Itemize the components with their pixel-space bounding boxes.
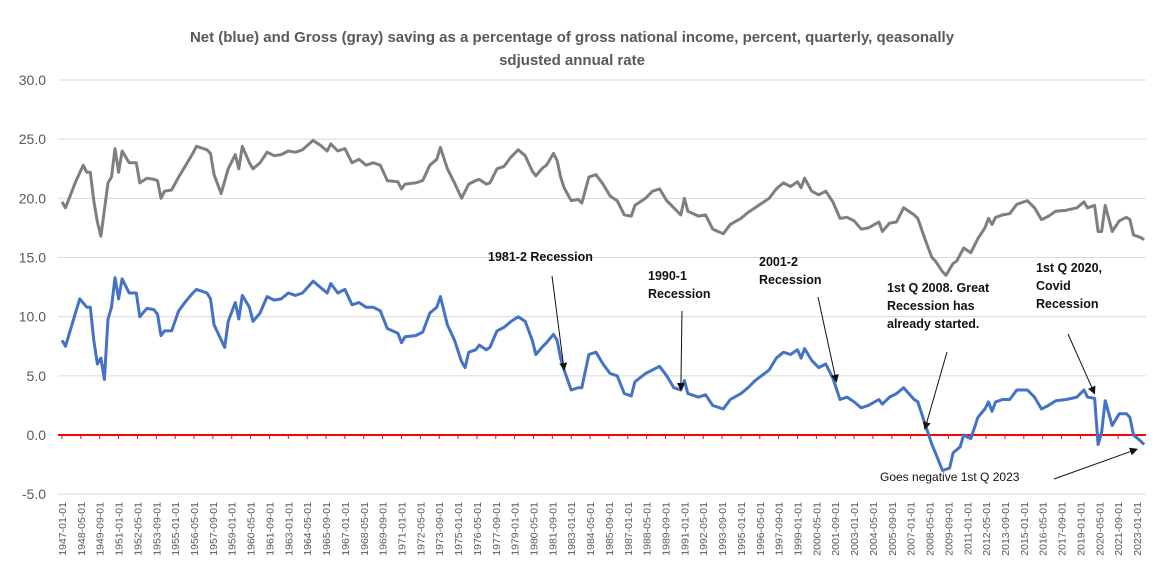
x-tick-label: 1955-01-01 xyxy=(170,502,182,556)
x-tick-label: 2007-01-01 xyxy=(906,502,918,556)
x-tick-label: 1953-09-01 xyxy=(151,502,163,556)
x-tick-label: 1973-09-01 xyxy=(434,502,446,556)
x-tick-label: 1963-01-01 xyxy=(283,502,295,556)
annotation-arrow xyxy=(817,296,839,383)
annotation-arrow xyxy=(922,351,948,431)
annotation-text: Covid xyxy=(1036,279,1071,293)
x-tick-label: 2019-01-01 xyxy=(1075,502,1087,556)
annotation-text: 2001-2 xyxy=(759,255,798,269)
x-tick-label: 1947-01-01 xyxy=(57,502,69,556)
y-tick-label: 20.0 xyxy=(19,190,46,206)
chart-title-line-2: sdjusted annual rate xyxy=(499,52,645,69)
x-tick-label: 1989-09-01 xyxy=(661,502,673,556)
x-tick-label: 1951-01-01 xyxy=(114,502,126,556)
x-tick-label: 1987-01-01 xyxy=(623,502,635,556)
x-tick-label: 1964-05-01 xyxy=(302,502,314,556)
x-tick-label: 2008-05-01 xyxy=(925,502,937,556)
x-tick-label: 1957-09-01 xyxy=(208,502,220,556)
annotation-text: 1st Q 2008. Great xyxy=(887,281,990,295)
annotation-arrow xyxy=(676,310,685,392)
y-tick-label: 25.0 xyxy=(19,131,46,147)
x-tick-label: 1977-09-01 xyxy=(491,502,503,556)
x-tick-label: 2001-09-01 xyxy=(830,502,842,556)
annotation-text: already started. xyxy=(887,317,979,331)
annotation-arrow xyxy=(1053,447,1138,480)
x-tick-label: 2020-05-01 xyxy=(1094,502,1106,556)
x-tick-label: 1995-01-01 xyxy=(736,502,748,556)
x-tick-label: 1952-05-01 xyxy=(132,502,144,556)
x-tick-label: 1984-05-01 xyxy=(585,502,597,556)
x-tick-label: 1981-09-01 xyxy=(547,502,559,556)
x-tick-label: 1967-01-01 xyxy=(340,502,352,556)
annotation-text: Recession xyxy=(759,273,822,287)
annotation-arrow xyxy=(551,275,568,371)
gross-saving-line xyxy=(60,138,1145,277)
x-tick-label: 2017-09-01 xyxy=(1057,502,1069,556)
x-tick-label: 1983-01-01 xyxy=(566,502,578,556)
x-tick-label: 1999-01-01 xyxy=(793,502,805,556)
x-tick-label: 2023-01-01 xyxy=(1132,502,1144,556)
x-tick-label: 1969-09-01 xyxy=(378,502,390,556)
x-tick-label: 1988-05-01 xyxy=(642,502,654,556)
x-tick-label: 1968-05-01 xyxy=(359,502,371,556)
x-tick-label: 1975-01-01 xyxy=(453,502,465,556)
x-tick-label: 1965-09-01 xyxy=(321,502,333,556)
x-tick-label: 1976-05-01 xyxy=(472,502,484,556)
x-tick-label: 2005-09-01 xyxy=(887,502,899,556)
x-tick-label: 1956-05-01 xyxy=(189,502,201,556)
annotation-text: Recession has xyxy=(887,299,975,313)
x-tick-label: 2021-09-01 xyxy=(1113,502,1125,556)
net-saving-line xyxy=(60,276,1146,472)
x-tick-label: 1979-01-01 xyxy=(510,502,522,556)
x-tick-label: 1997-09-01 xyxy=(774,502,786,556)
annotation-arrow xyxy=(1067,333,1096,395)
x-tick-label: 2013-09-01 xyxy=(1000,502,1012,556)
x-tick-label: 2011-01-01 xyxy=(962,502,974,555)
annotation-text: Recession xyxy=(648,287,711,301)
annotation-text: 1st Q 2020, xyxy=(1036,261,1102,275)
x-tick-label: 2009-09-01 xyxy=(943,502,955,556)
x-tick-label: 1961-09-01 xyxy=(264,502,276,556)
x-tick-label: 2015-01-01 xyxy=(1019,502,1031,556)
x-tick-label: 1948-05-01 xyxy=(76,502,88,556)
y-tick-label: 5.0 xyxy=(27,368,47,384)
annotation-text: 1981-2 Recession xyxy=(488,250,593,264)
x-tick-label: 2016-05-01 xyxy=(1038,502,1050,556)
annotation-text: Recession xyxy=(1036,297,1099,311)
x-tick-label: 1992-05-01 xyxy=(698,502,710,556)
x-tick-label: 2000-05-01 xyxy=(811,502,823,556)
annotation-text: Goes negative 1st Q 2023 xyxy=(880,470,1020,484)
y-tick-label: -5.0 xyxy=(22,486,46,502)
x-tick-label: 1980-05-01 xyxy=(528,502,540,556)
x-tick-label: 1991-01-01 xyxy=(679,502,691,556)
x-tick-label: 1972-05-01 xyxy=(415,502,427,556)
y-tick-label: 30.0 xyxy=(19,72,46,88)
x-tick-label: 2012-05-01 xyxy=(981,502,993,556)
x-tick-label: 1960-05-01 xyxy=(246,502,258,556)
x-tick-label: 1985-09-01 xyxy=(604,502,616,556)
x-tick-label: 1971-01-01 xyxy=(396,502,408,556)
annotation-text: 1990-1 xyxy=(648,269,687,283)
y-tick-label: 0.0 xyxy=(27,427,47,443)
x-tick-label: 2003-01-01 xyxy=(849,502,861,556)
x-tick-label: 1949-09-01 xyxy=(95,502,107,556)
x-tick-label: 1959-01-01 xyxy=(227,502,239,556)
y-tick-label: 15.0 xyxy=(19,250,46,266)
x-tick-label: 1993-09-01 xyxy=(717,502,729,556)
chart-title-line-1: Net (blue) and Gross (gray) saving as a … xyxy=(190,29,955,46)
y-tick-label: 10.0 xyxy=(19,309,46,325)
x-tick-label: 1996-05-01 xyxy=(755,502,767,556)
x-tick-label: 2004-05-01 xyxy=(868,502,880,556)
